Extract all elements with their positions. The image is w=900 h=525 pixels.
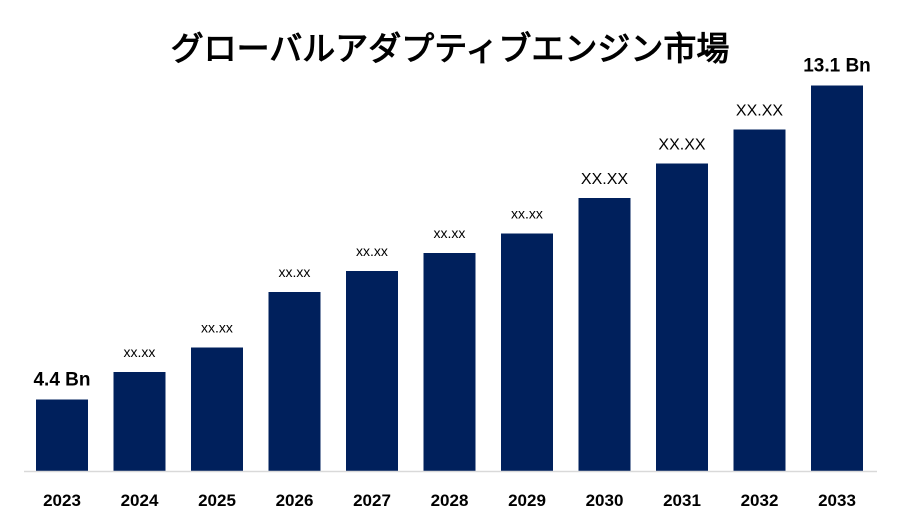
x-tick-label: 2030 [586,491,624,510]
data-label: xx.xx [201,319,233,335]
data-label: xx.xx [279,264,311,280]
x-tick-label: 2024 [121,491,159,510]
bar-2028 [423,253,476,471]
data-label: XX.XX [736,103,783,120]
data-label: XX.XX [581,171,628,188]
x-tick-label: 2026 [276,491,314,510]
data-label: xx.xx [511,206,543,222]
data-labels: 4.4 Bn xx.xx xx.xx xx.xx xx.xx xx.xx xx.xx XX.X… [33,56,870,391]
x-tick-label: 2033 [818,491,856,510]
data-label: 4.4 Bn [33,369,90,390]
x-tick-label: 2031 [663,491,701,510]
bar-2029 [501,233,553,471]
x-tick-label: 2025 [198,491,236,510]
bar-2024 [113,371,166,471]
x-tick-label: 2032 [741,491,779,510]
bar-2033 [811,85,863,471]
chart-title: グローバルアダプティブエンジン市場 [170,29,730,68]
data-label: XX.XX [658,137,705,154]
bars-group [36,85,863,472]
bar-2025 [191,347,243,471]
x-tick-label: 2023 [43,491,81,510]
data-label: xx.xx [124,344,156,360]
bar-2030 [578,197,631,472]
data-label: xx.xx [434,225,466,241]
bar-2027 [346,271,398,471]
x-tick-label: 2028 [431,491,469,510]
x-tick-label: 2029 [508,491,546,510]
bar-2023 [36,399,88,471]
bar-2031 [656,163,708,471]
data-label: 13.1 Bn [803,56,871,77]
x-tick-label: 2027 [353,491,391,510]
bar-2032 [733,129,786,471]
bar-2026 [268,292,321,471]
data-label: xx.xx [356,243,388,259]
x-tick-labels: 2023 2024 2025 2026 2027 2028 2029 2030 2031 2032… [43,491,856,510]
